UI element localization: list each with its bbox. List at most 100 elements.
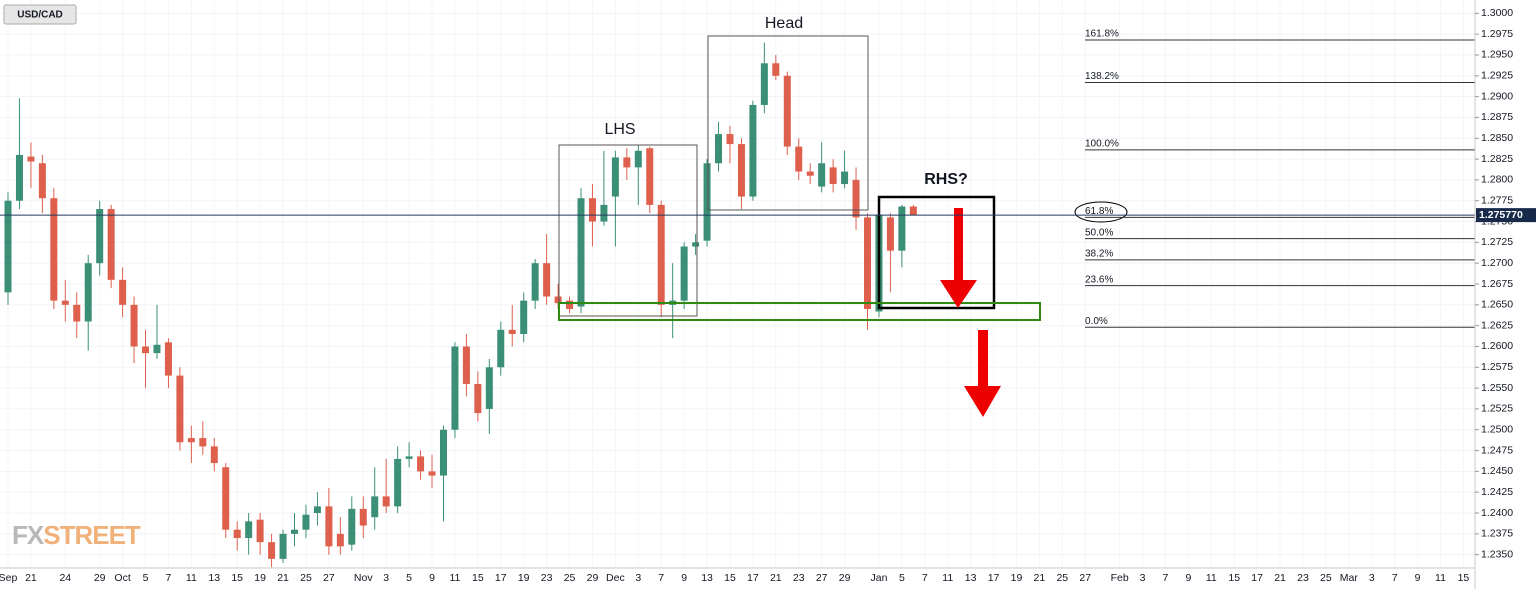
x-tick-label: 23 (793, 572, 805, 584)
candle-body (772, 63, 780, 76)
x-tick-label: 23 (541, 572, 553, 584)
rhs-box (877, 195, 996, 310)
candle-body (543, 263, 551, 297)
brand-part: FX (12, 520, 45, 550)
candle-body (611, 157, 619, 197)
candle-body (806, 171, 814, 176)
x-tick-label: 15 (472, 572, 484, 584)
fib-label: 61.8% (1085, 206, 1113, 217)
candle-body (38, 163, 46, 199)
y-tick-label: 1.3000 (1481, 7, 1513, 19)
y-tick-label: 1.2400 (1481, 507, 1513, 519)
fib-label: 23.6% (1085, 274, 1113, 285)
x-tick-label: 9 (1185, 572, 1191, 584)
y-tick-label: 1.2500 (1481, 424, 1513, 436)
symbol-box (3, 4, 77, 25)
x-tick-label: 21 (1274, 572, 1286, 584)
x-tick-label: 3 (1140, 572, 1146, 584)
head-box (707, 35, 869, 211)
y-tick-label: 1.2450 (1481, 465, 1513, 477)
candle-body (749, 104, 757, 197)
candle-body (646, 148, 654, 205)
fib-label: 0.0% (1085, 316, 1108, 327)
x-tick-label: 11 (449, 572, 460, 584)
x-tick-label: 11 (186, 572, 197, 584)
lhs-label: LHS (604, 121, 635, 138)
candle-body (245, 521, 253, 539)
x-tick-label: 27 (323, 572, 335, 584)
candle-body (451, 346, 459, 430)
x-tick-label: 15 (231, 572, 243, 584)
x-tick-label: 9 (429, 572, 435, 584)
candle-body (291, 529, 298, 534)
y-tick-label: 1.2800 (1481, 174, 1513, 186)
x-tick-label: 7 (922, 572, 928, 584)
x-tick-label: 3 (1369, 572, 1375, 584)
candle-body (841, 171, 849, 185)
x-tick-label: 17 (495, 572, 507, 584)
x-tick-label: 11 (942, 572, 953, 584)
x-tick-label: 19 (1011, 572, 1023, 584)
x-tick-label: 27 (1079, 572, 1091, 584)
candle-body (520, 300, 528, 334)
candle-body (164, 342, 172, 376)
candle-body (50, 198, 58, 301)
candle-body (256, 519, 264, 543)
x-tick-label: Dec (606, 572, 625, 584)
fib-label: 161.8% (1085, 29, 1119, 40)
candle-body (73, 304, 81, 322)
x-tick-label: 21 (277, 572, 289, 584)
x-tick-label: 25 (1320, 572, 1332, 584)
y-tick-label: 1.2975 (1481, 28, 1513, 40)
x-tick-label: 29 (587, 572, 599, 584)
candle-body (864, 217, 871, 309)
x-tick-label: 3 (635, 572, 641, 584)
x-tick-label: 25 (1056, 572, 1068, 584)
x-tick-label: 23 (1297, 572, 1309, 584)
x-tick-label: 27 (816, 572, 828, 584)
x-tick-label: 19 (254, 572, 266, 584)
y-tick-label: 1.2575 (1481, 361, 1513, 373)
x-tick-label: 17 (747, 572, 759, 584)
y-tick-label: 1.2525 (1481, 403, 1513, 415)
candle-body (15, 154, 23, 201)
candle-body (4, 200, 12, 293)
y-tick-label: 1.2600 (1481, 340, 1513, 352)
x-tick-label: Jan (870, 572, 887, 584)
y-tick-label: 1.2625 (1481, 319, 1513, 331)
candle-body (84, 263, 92, 322)
candle-body (703, 163, 711, 241)
x-tick-label: 15 (1228, 572, 1240, 584)
x-tick-label: 13 (965, 572, 977, 584)
candle-body (382, 496, 390, 507)
x-tick-label: Nov (354, 572, 373, 584)
y-tick-label: 1.2900 (1481, 90, 1513, 102)
candle-body (153, 344, 161, 354)
candle-body (508, 329, 516, 334)
candle-body (142, 346, 150, 354)
candle-body (795, 146, 803, 172)
candle-body (692, 242, 700, 247)
y-tick-label: 1.2725 (1481, 236, 1513, 248)
x-tick-label: 9 (681, 572, 687, 584)
fib-label: 50.0% (1085, 227, 1113, 238)
candle-body (474, 383, 482, 414)
candle-body (61, 300, 69, 305)
x-tick-label: 21 (770, 572, 782, 584)
x-tick-label: 21 (1034, 572, 1046, 584)
y-tick-label: 1.2375 (1481, 528, 1513, 540)
y-tick-label: 1.2675 (1481, 278, 1513, 290)
candle-body (554, 296, 562, 304)
candle-body (119, 279, 127, 305)
x-tick-label: 7 (166, 572, 172, 584)
x-tick-label: 7 (1392, 572, 1398, 584)
x-tick-label: 5 (143, 572, 149, 584)
fib-label: 100.0% (1085, 139, 1119, 150)
x-tick-label: 5 (899, 572, 905, 584)
rhs-label: RHS? (924, 171, 968, 188)
candle-body (497, 329, 505, 368)
candle-body (485, 367, 493, 409)
candle-body (359, 508, 367, 526)
candle-body (279, 533, 287, 559)
y-tick-label: 1.2350 (1481, 548, 1513, 560)
